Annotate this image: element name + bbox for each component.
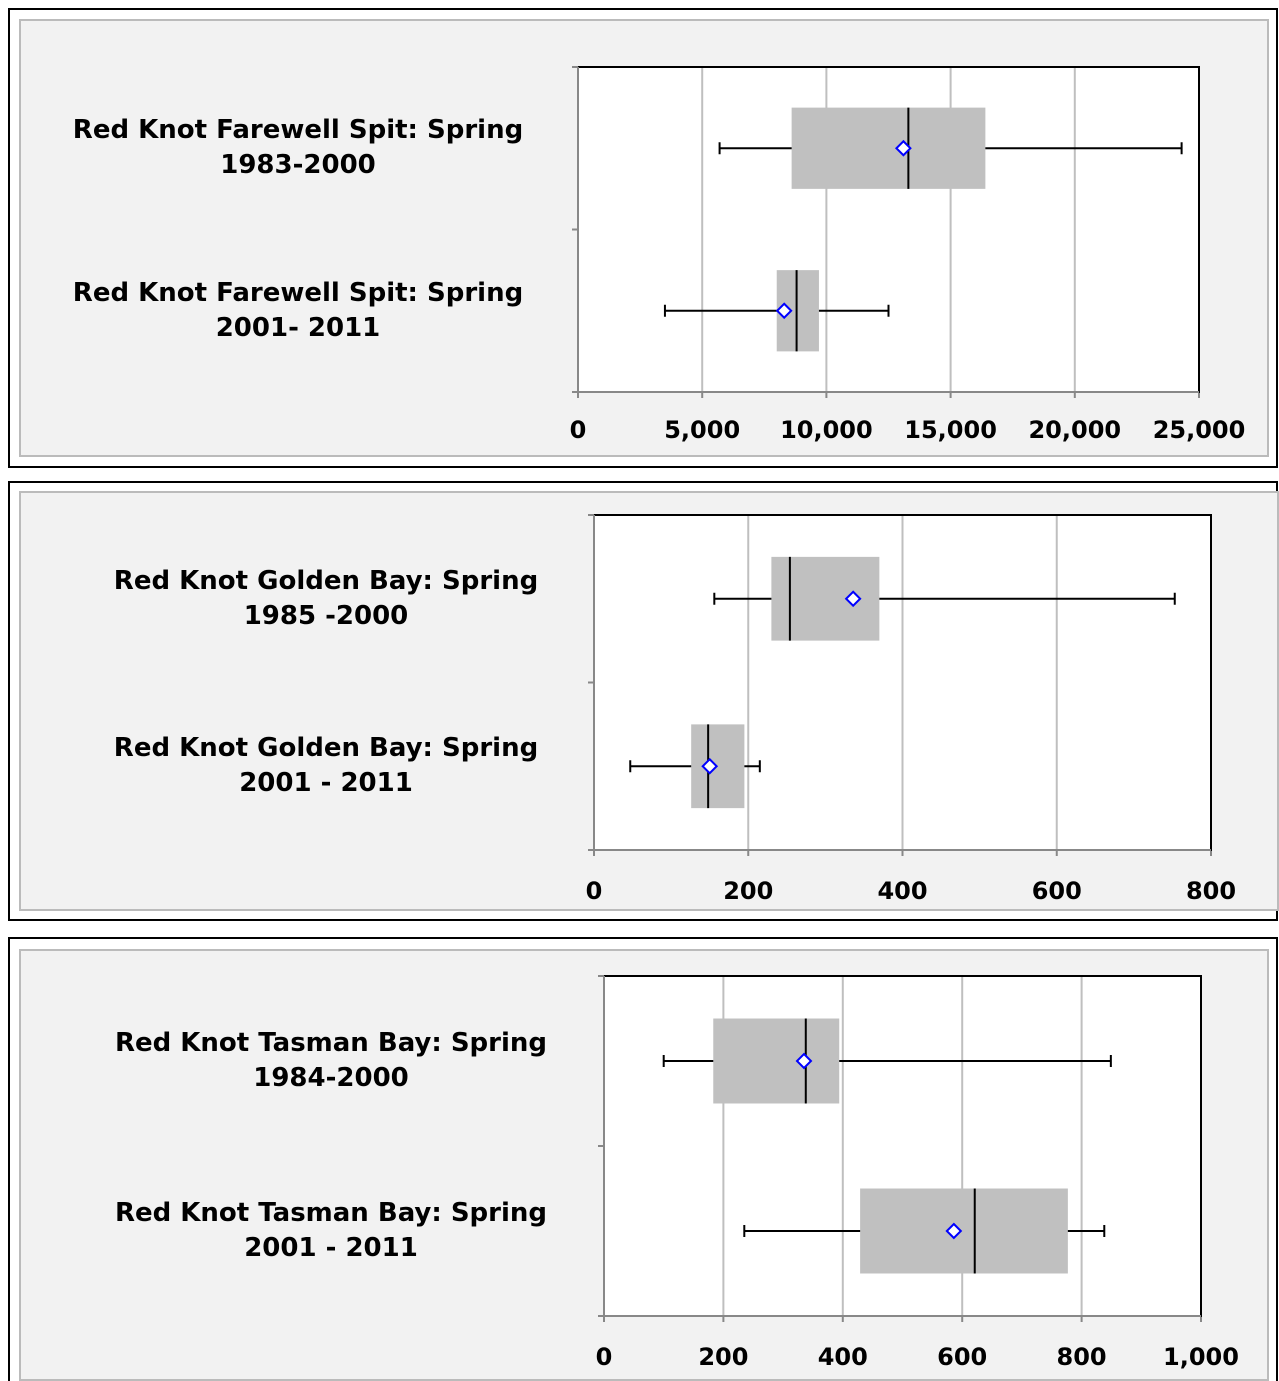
box — [860, 1188, 1068, 1274]
mean-marker — [795, 1052, 813, 1070]
x-tick-label: 0 — [570, 416, 587, 444]
x-tick-label: 200 — [723, 877, 773, 905]
box — [713, 1018, 840, 1104]
x-tick-label: 15,000 — [904, 416, 997, 444]
mean-marker — [844, 590, 862, 608]
category-label: Red Knot Tasman Bay: Spring 2001 - 2011 — [114, 1198, 548, 1263]
x-tick-label: 0 — [596, 1343, 613, 1371]
x-tick-label: 800 — [1057, 1343, 1107, 1371]
category-label: Red Knot Farewell Spit: Spring 2001- 201… — [72, 277, 524, 343]
mean-marker — [894, 139, 912, 157]
panel-border — [8, 937, 1278, 1381]
x-tick-label: 800 — [1186, 877, 1236, 905]
panel-border — [8, 8, 1278, 468]
category-label: Red Knot Golden Bay: Spring 1985 -2000 — [113, 565, 539, 631]
x-tick-label: 600 — [937, 1343, 987, 1371]
x-tick-label: 400 — [877, 877, 927, 905]
box — [771, 556, 880, 641]
box — [791, 107, 986, 189]
category-label: Red Knot Tasman Bay: Spring 1984-2000 — [114, 1028, 548, 1093]
x-tick-label: 10,000 — [780, 416, 873, 444]
mean-marker — [701, 757, 719, 775]
x-tick-label: 5,000 — [664, 416, 740, 444]
mean-marker — [775, 302, 793, 320]
x-tick-label: 600 — [1032, 877, 1082, 905]
x-tick-label: 400 — [818, 1343, 868, 1371]
x-tick-label: 25,000 — [1153, 416, 1246, 444]
x-tick-label: 200 — [698, 1343, 748, 1371]
category-label: Red Knot Farewell Spit: Spring 1983-2000 — [72, 115, 524, 181]
mean-marker — [945, 1222, 963, 1240]
x-tick-label: 1,000 — [1163, 1343, 1239, 1371]
category-label: Red Knot Golden Bay: Spring 2001 - 2011 — [113, 733, 539, 799]
x-tick-label: 0 — [586, 877, 603, 905]
x-tick-label: 20,000 — [1028, 416, 1121, 444]
